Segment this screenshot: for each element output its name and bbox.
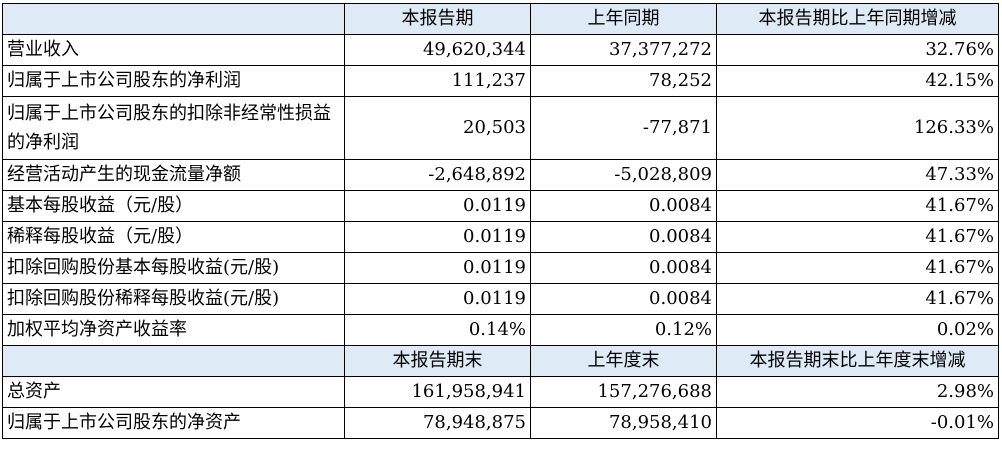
row-prior-value: 0.0084 (530, 190, 717, 222)
financial-summary-table: 本报告期 上年同期 本报告期比上年同期增减 营业收入 49,620,344 37… (2, 3, 999, 439)
table-row: 归属于上市公司股东的扣除非经常性损益的净利润 20,503 -77,871 12… (2, 96, 999, 160)
row-change-value: 41.67% (716, 221, 999, 253)
row-change-value: 41.67% (716, 252, 999, 284)
row-current-value: 20,503 (344, 96, 531, 160)
row-change-value: -0.01% (716, 407, 999, 439)
row-current-value: -2,648,892 (344, 159, 531, 191)
table-subheader-row: 本报告期末 上年度末 本报告期末比上年度末增减 (2, 345, 999, 377)
row-prior-value: 0.0084 (530, 283, 717, 315)
row-label: 稀释每股收益（元/股） (2, 221, 345, 253)
row-prior-value: 0.12% (530, 314, 717, 346)
row-label: 营业收入 (2, 34, 345, 66)
row-change-value: 0.02% (716, 314, 999, 346)
row-current-value: 0.0119 (344, 221, 531, 253)
table-row: 经营活动产生的现金流量净额 -2,648,892 -5,028,809 47.3… (2, 159, 999, 191)
header-blank-cell (2, 3, 345, 35)
table-row: 归属于上市公司股东的净利润 111,237 78,252 42.15% (2, 65, 999, 97)
row-change-value: 126.33% (716, 96, 999, 160)
subheader-blank-cell (2, 345, 345, 377)
row-prior-value: 157,276,688 (530, 376, 717, 408)
row-label: 归属于上市公司股东的净利润 (2, 65, 345, 97)
table-row: 总资产 161,958,941 157,276,688 2.98% (2, 376, 999, 408)
row-current-value: 0.0119 (344, 283, 531, 315)
row-label: 扣除回购股份基本每股收益(元/股) (2, 252, 345, 284)
row-current-value: 78,948,875 (344, 407, 531, 439)
row-prior-value: 0.0084 (530, 252, 717, 284)
row-change-value: 41.67% (716, 190, 999, 222)
row-prior-value: -77,871 (530, 96, 717, 160)
row-current-value: 0.0119 (344, 190, 531, 222)
row-current-value: 111,237 (344, 65, 531, 97)
row-change-value: 41.67% (716, 283, 999, 315)
row-label: 基本每股收益（元/股） (2, 190, 345, 222)
table-row: 稀释每股收益（元/股） 0.0119 0.0084 41.67% (2, 221, 999, 253)
table-row: 扣除回购股份稀释每股收益(元/股) 0.0119 0.0084 41.67% (2, 283, 999, 315)
row-change-value: 32.76% (716, 34, 999, 66)
table-row: 基本每股收益（元/股） 0.0119 0.0084 41.67% (2, 190, 999, 222)
header-period-end: 本报告期末 (344, 345, 531, 377)
row-prior-value: 37,377,272 (530, 34, 717, 66)
table-row: 扣除回购股份基本每股收益(元/股) 0.0119 0.0084 41.67% (2, 252, 999, 284)
table-header-row: 本报告期 上年同期 本报告期比上年同期增减 (2, 3, 999, 35)
header-prior-period: 上年同期 (530, 3, 717, 35)
row-prior-value: 0.0084 (530, 221, 717, 253)
row-label: 总资产 (2, 376, 345, 408)
row-current-value: 0.14% (344, 314, 531, 346)
row-prior-value: 78,252 (530, 65, 717, 97)
table-row: 营业收入 49,620,344 37,377,272 32.76% (2, 34, 999, 66)
header-period-end-change: 本报告期末比上年度末增减 (716, 345, 999, 377)
row-current-value: 161,958,941 (344, 376, 531, 408)
row-change-value: 42.15% (716, 65, 999, 97)
row-change-value: 47.33% (716, 159, 999, 191)
row-label: 经营活动产生的现金流量净额 (2, 159, 345, 191)
header-current-period: 本报告期 (344, 3, 531, 35)
row-prior-value: -5,028,809 (530, 159, 717, 191)
row-prior-value: 78,958,410 (530, 407, 717, 439)
table-row: 归属于上市公司股东的净资产 78,948,875 78,958,410 -0.0… (2, 407, 999, 439)
header-prior-year-end: 上年度末 (530, 345, 717, 377)
row-current-value: 49,620,344 (344, 34, 531, 66)
header-period-change: 本报告期比上年同期增减 (716, 3, 999, 35)
row-current-value: 0.0119 (344, 252, 531, 284)
row-label: 加权平均净资产收益率 (2, 314, 345, 346)
row-label: 扣除回购股份稀释每股收益(元/股) (2, 283, 345, 315)
row-change-value: 2.98% (716, 376, 999, 408)
row-label: 归属于上市公司股东的净资产 (2, 407, 345, 439)
table-row: 加权平均净资产收益率 0.14% 0.12% 0.02% (2, 314, 999, 346)
row-label: 归属于上市公司股东的扣除非经常性损益的净利润 (2, 96, 345, 160)
